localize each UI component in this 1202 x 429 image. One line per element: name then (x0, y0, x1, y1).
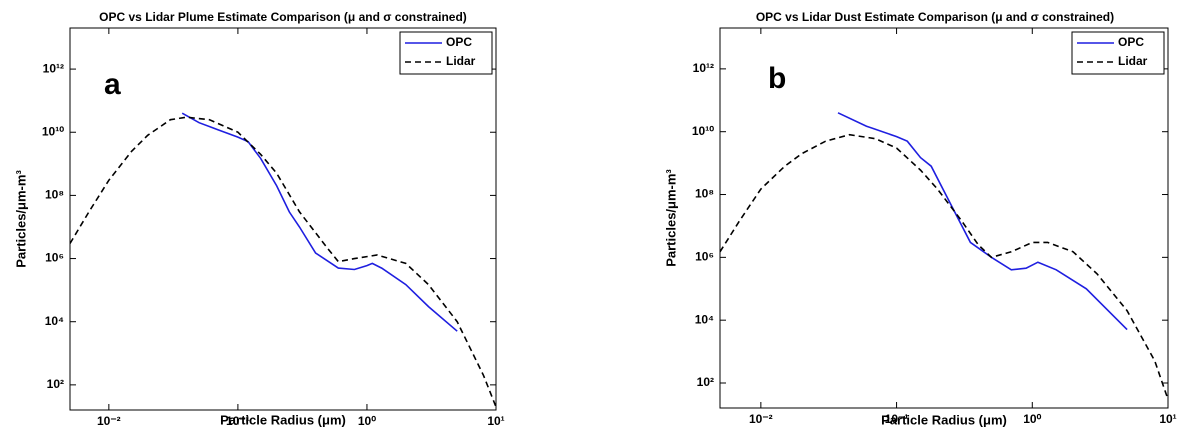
y-tick-label: 10⁸ (45, 188, 64, 202)
panel: OPC vs Lidar Plume Estimate Comparison (… (13, 10, 504, 428)
y-tick-label: 10⁸ (695, 187, 714, 201)
legend-label: Lidar (1118, 54, 1148, 68)
y-tick-label: 10⁶ (695, 250, 714, 264)
data-line (720, 133, 1168, 400)
y-tick-label: 10¹² (693, 61, 714, 75)
y-tick-label: 10⁴ (45, 314, 64, 328)
chart-title: OPC vs Lidar Plume Estimate Comparison (… (99, 10, 467, 24)
y-tick-label: 10² (697, 375, 714, 389)
data-line (70, 116, 496, 408)
x-tick-label: 10⁰ (1023, 412, 1041, 426)
panel-label: b (768, 62, 786, 95)
legend-box (1071, 31, 1165, 75)
x-tick-label: 10¹ (487, 414, 504, 428)
plot-frame (69, 27, 497, 411)
x-tick-label: 10¹ (1159, 412, 1176, 426)
x-tick-label: 10⁻¹ (226, 414, 250, 428)
x-axis-label: Particle Radius (μm) (881, 412, 1007, 427)
x-tick-label: 10⁻² (749, 412, 773, 426)
y-axis-label: Particles/μm-m³ (663, 169, 678, 267)
x-tick-label: 10⁰ (358, 414, 376, 428)
y-tick-label: 10¹⁰ (692, 124, 714, 138)
legend-label: OPC (1118, 35, 1144, 49)
legend-label: Lidar (446, 54, 476, 68)
y-tick-label: 10⁶ (45, 251, 64, 265)
legend-label: OPC (446, 35, 472, 49)
x-tick-label: 10⁻¹ (885, 412, 909, 426)
data-line (181, 112, 458, 332)
y-tick-label: 10² (47, 377, 64, 391)
x-axis-label: Particle Radius (μm) (220, 412, 346, 427)
y-tick-label: 10⁴ (695, 312, 714, 326)
y-tick-label: 10¹² (43, 61, 64, 75)
y-tick-label: 10¹⁰ (42, 124, 64, 138)
plot-frame (719, 27, 1169, 409)
data-line (837, 112, 1128, 331)
panel: OPC vs Lidar Dust Estimate Comparison (μ… (663, 10, 1176, 427)
chart-title: OPC vs Lidar Dust Estimate Comparison (μ… (756, 10, 1114, 24)
panel-label: a (104, 68, 121, 101)
legend-box (399, 31, 493, 75)
y-axis-label: Particles/μm-m³ (13, 170, 28, 268)
x-tick-label: 10⁻² (97, 414, 121, 428)
